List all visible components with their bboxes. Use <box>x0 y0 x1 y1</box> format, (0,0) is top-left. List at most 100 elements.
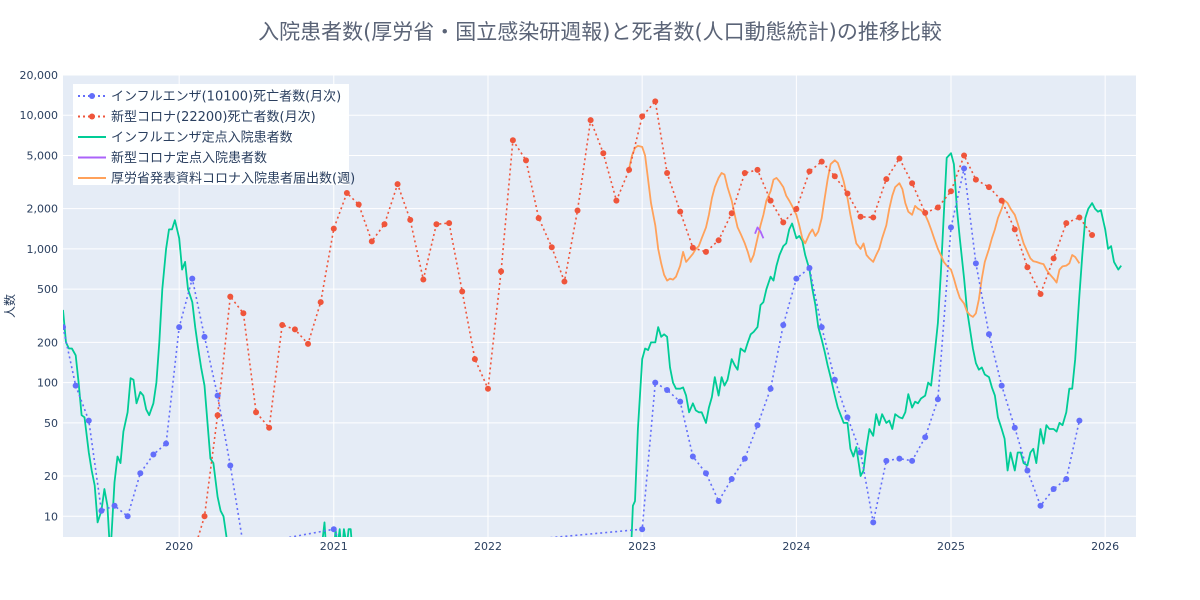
data-point <box>407 216 414 223</box>
data-point <box>998 197 1005 204</box>
legend-item[interactable]: 新型コロナ定点入院患者数 <box>78 150 267 166</box>
data-point <box>677 208 684 215</box>
data-point <box>922 209 929 216</box>
data-point <box>677 398 684 405</box>
y-tick-label: 100 <box>37 377 58 390</box>
data-point <box>754 422 761 429</box>
data-point <box>471 356 478 363</box>
y-tick-label: 20,000 <box>20 69 59 82</box>
data-point <box>818 158 825 165</box>
data-point <box>446 220 453 227</box>
data-point <box>728 210 735 217</box>
series-2 <box>63 152 1122 537</box>
data-point <box>767 385 774 392</box>
data-point <box>972 260 979 267</box>
y-tick-label: 20 <box>44 470 58 483</box>
data-point <box>1024 264 1031 271</box>
data-point <box>85 417 92 424</box>
data-point <box>870 519 877 526</box>
data-point <box>1037 291 1044 298</box>
data-point <box>806 168 813 175</box>
data-point <box>227 462 234 469</box>
data-point <box>1011 226 1018 233</box>
data-point <box>291 326 298 333</box>
data-point <box>343 190 350 197</box>
data-point <box>420 276 427 283</box>
data-point <box>626 166 633 173</box>
data-point <box>741 169 748 176</box>
data-point <box>909 457 916 464</box>
data-point <box>652 379 659 386</box>
x-tick-label: 2023 <box>628 540 656 553</box>
y-tick-label: 200 <box>37 336 58 349</box>
data-point <box>1076 417 1083 424</box>
legend-item[interactable]: インフルエンザ定点入院患者数 <box>78 131 293 146</box>
data-point <box>961 165 968 172</box>
x-tick-label: 2021 <box>320 540 348 553</box>
y-tick-label: 5,000 <box>27 149 59 162</box>
data-point <box>806 264 813 271</box>
data-point <box>909 180 916 187</box>
data-point <box>689 244 696 251</box>
data-point <box>652 98 659 105</box>
data-point <box>857 213 864 220</box>
data-point <box>150 451 157 458</box>
legend-item[interactable]: 厚労省発表資料コロナ入院患者届出数(週) <box>78 172 355 187</box>
data-point <box>961 152 968 159</box>
data-point <box>702 470 709 477</box>
data-point <box>1050 255 1057 262</box>
data-point <box>433 221 440 228</box>
chart-title: 入院患者数(厚労省・国立感染研週報)と死者数(人口動態統計)の推移比較 <box>258 20 942 44</box>
legend-label: 厚労省発表資料コロナ入院患者届出数(週) <box>111 172 355 187</box>
series-line <box>334 528 353 537</box>
data-point <box>934 204 941 211</box>
data-point <box>394 181 401 188</box>
data-point <box>63 324 66 331</box>
data-point <box>896 455 903 462</box>
data-point <box>1076 214 1083 221</box>
data-point <box>741 455 748 462</box>
data-point <box>305 340 312 347</box>
data-point <box>947 188 954 195</box>
data-point <box>587 117 594 124</box>
data-point <box>883 457 890 464</box>
data-point <box>189 554 195 560</box>
y-tick-label: 1,000 <box>27 243 59 256</box>
legend-item[interactable]: インフルエンザ(10100)死亡者数(月次) <box>78 89 341 105</box>
data-point <box>548 244 555 251</box>
data-point <box>522 157 529 164</box>
data-point <box>985 331 992 338</box>
data-point <box>279 321 286 328</box>
data-point <box>600 150 607 157</box>
data-point <box>137 470 144 477</box>
data-point <box>368 238 375 245</box>
data-point <box>715 498 722 505</box>
legend-marker <box>89 113 95 120</box>
data-point <box>176 324 183 331</box>
legend-marker <box>89 93 95 99</box>
data-point <box>240 310 247 317</box>
data-point <box>201 333 208 340</box>
legend-item[interactable]: 新型コロナ(22200)死亡者数(月次) <box>78 109 316 125</box>
y-tick-label: 2,000 <box>27 203 59 216</box>
y-tick-label: 10 <box>44 510 58 523</box>
legend-label: インフルエンザ(10100)死亡者数(月次) <box>111 89 341 105</box>
y-axis-title: 人数 <box>2 294 17 318</box>
data-point <box>355 201 362 208</box>
y-tick-label: 10,000 <box>20 109 59 122</box>
data-point <box>1011 424 1018 431</box>
data-point <box>767 197 774 204</box>
data-point <box>1037 502 1044 509</box>
data-point <box>498 268 505 275</box>
data-point <box>985 184 992 191</box>
y-tick-label: 50 <box>44 417 58 430</box>
data-point <box>535 215 542 222</box>
legend: インフルエンザ(10100)死亡者数(月次) 新型コロナ(22200)死亡者数(月… <box>73 84 355 187</box>
data-point <box>844 190 851 197</box>
x-tick-label: 2022 <box>474 540 502 553</box>
data-point <box>818 324 825 331</box>
data-point <box>240 543 246 549</box>
data-point <box>728 476 735 483</box>
data-point <box>639 526 646 533</box>
data-point <box>857 449 864 456</box>
